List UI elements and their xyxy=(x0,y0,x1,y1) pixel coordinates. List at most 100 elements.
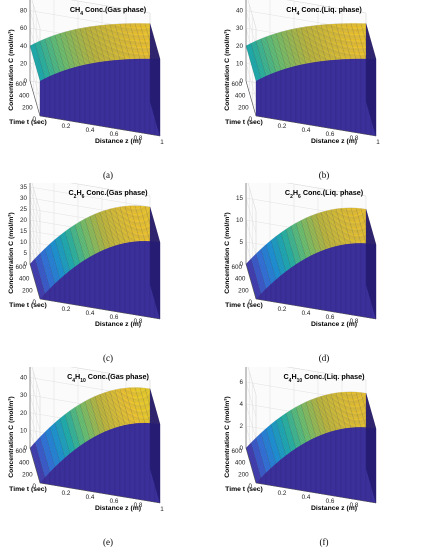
surface-patch xyxy=(135,408,142,411)
surface-patch xyxy=(359,36,366,38)
x-tick-label: 0.6 xyxy=(110,314,119,321)
x-tick-label: 0.8 xyxy=(134,135,143,142)
title-part: H xyxy=(76,188,81,197)
t-tick-label: 0 xyxy=(248,299,252,306)
surface-patch xyxy=(137,415,144,418)
z-tick-label: 40 xyxy=(236,8,244,15)
tick-labels: 0.20.40.60.860040020000510152025303540 xyxy=(15,184,142,325)
surface-patch xyxy=(350,56,356,58)
x-tick-label: 0.6 xyxy=(326,131,335,138)
surface-front-wall xyxy=(39,58,161,137)
surface-patch xyxy=(350,225,357,227)
surface-patch xyxy=(351,226,357,229)
chart-title: C4H10 Conc.(Gas phase) xyxy=(67,372,149,384)
surface-patch xyxy=(348,217,355,219)
axes-lines xyxy=(245,367,377,504)
surface-patch xyxy=(134,403,141,406)
x-axis-label: Distance z (m) xyxy=(95,321,141,328)
surface-patch xyxy=(136,409,142,412)
t-tick-label: 0 xyxy=(32,116,36,123)
surface-patch xyxy=(354,37,361,39)
surface-right-wall xyxy=(365,23,377,137)
surface-patch xyxy=(135,24,141,26)
surface-patch xyxy=(348,50,355,53)
x-tick-label: 0.6 xyxy=(326,314,335,321)
surface-patch xyxy=(136,230,143,232)
surface-patch xyxy=(138,237,145,239)
surface-patch xyxy=(354,35,360,37)
t-tick-label: 200 xyxy=(22,287,33,294)
surface-patch xyxy=(130,44,137,47)
surface-patch xyxy=(136,46,143,49)
wall-strip xyxy=(94,433,101,494)
surface-patch xyxy=(350,407,356,409)
surface-patch xyxy=(134,39,141,42)
t-tick-label: 200 xyxy=(238,104,249,111)
surface-patch xyxy=(347,397,354,400)
title-subscript: 4 xyxy=(289,378,292,384)
surface-patch xyxy=(360,38,366,41)
wall-strip xyxy=(270,71,277,120)
x-tick-label: 0.4 xyxy=(302,127,311,134)
title-part: CH xyxy=(286,5,296,14)
surface-patch xyxy=(350,408,357,410)
wall-strip xyxy=(290,65,297,123)
surface-patch xyxy=(352,28,358,30)
surface-patch xyxy=(133,35,139,37)
wall-strip xyxy=(300,258,307,308)
z-gridline xyxy=(31,183,151,212)
wall-strip xyxy=(109,60,116,129)
surface-patch xyxy=(354,55,361,57)
x-tick-label: 0.2 xyxy=(62,306,71,313)
wall-strip xyxy=(99,249,106,310)
surface-patch xyxy=(346,211,353,213)
t-tick-label: 0 xyxy=(248,116,252,123)
title-part: Conc.(Gas phase) xyxy=(86,372,150,381)
t-axis-label: Time t (sec) xyxy=(225,302,263,309)
surface-patch xyxy=(133,219,140,222)
title-part: Conc.(Liq. phase) xyxy=(301,188,364,197)
z-tick-label: 6 xyxy=(239,379,243,386)
surface-patch xyxy=(353,33,360,36)
surface-patch xyxy=(143,35,149,37)
panel-caption: (b) xyxy=(319,170,330,180)
surface-patch xyxy=(354,238,361,240)
wall-strip xyxy=(320,60,327,128)
surface-patch xyxy=(143,55,150,57)
tick-labels: 0.20.40.60.8600400200002468 xyxy=(231,379,358,509)
title-part: Conc.(Liq. phase) xyxy=(299,5,362,14)
surface-patch xyxy=(142,49,148,51)
z-tick-label: 0 xyxy=(239,261,243,268)
surface-patch xyxy=(347,48,354,50)
surface-patch xyxy=(353,234,360,237)
surface-patch xyxy=(131,47,138,49)
t-axis-line xyxy=(29,263,41,300)
surface-patch xyxy=(355,242,362,244)
surface-patch xyxy=(137,231,143,234)
title-part: CH xyxy=(70,5,80,14)
surface-patch xyxy=(351,24,357,26)
x-tick-label: 1 xyxy=(160,139,164,146)
wall-strip xyxy=(290,264,297,306)
surface-patch xyxy=(140,43,147,45)
surface-patch xyxy=(349,54,356,56)
wall-strip xyxy=(325,431,332,496)
surface-patch xyxy=(136,229,143,231)
surface-patch xyxy=(132,51,139,54)
t-tick-label: 600 xyxy=(231,264,242,271)
wall-strip xyxy=(335,59,342,131)
wall-strip xyxy=(360,427,367,502)
z-tick-label: 20 xyxy=(20,60,28,67)
t-tick-label: 400 xyxy=(235,460,246,467)
z-tick-label: 25 xyxy=(20,206,28,213)
surface-patch xyxy=(143,36,150,38)
wall-strip xyxy=(39,78,46,117)
surface-patch xyxy=(358,51,365,54)
surface-patch xyxy=(356,42,362,44)
surface-patch xyxy=(134,41,141,43)
surface-patch xyxy=(354,36,361,38)
title-subscript: 2 xyxy=(74,194,77,200)
surface-patch xyxy=(142,32,149,35)
wall-strip xyxy=(79,259,86,307)
z-tick-label: 0 xyxy=(239,78,243,85)
